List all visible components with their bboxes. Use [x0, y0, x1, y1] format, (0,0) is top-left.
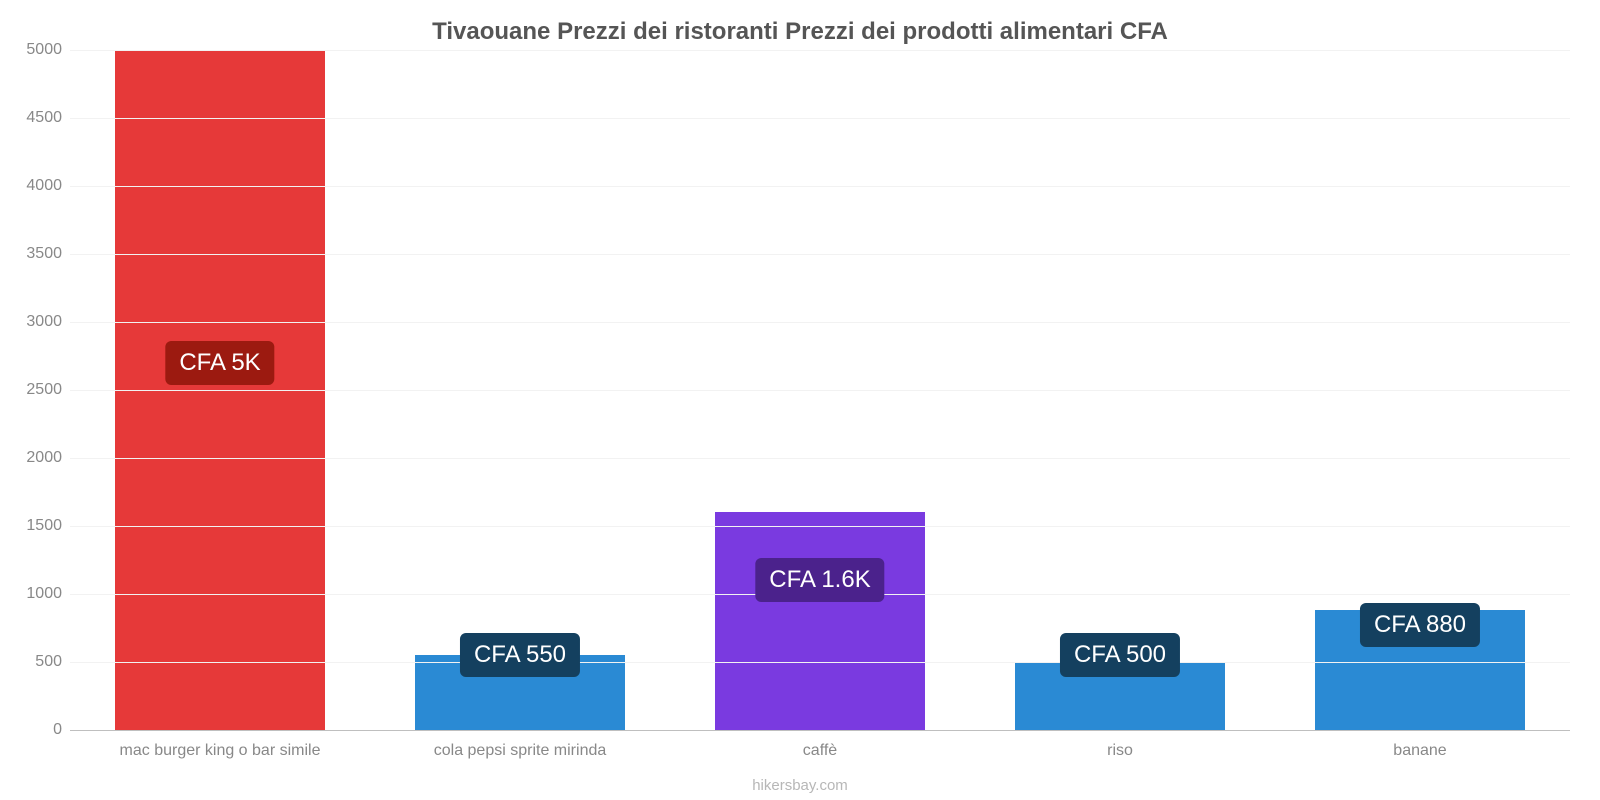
bar	[715, 512, 925, 730]
grid-line	[70, 458, 1570, 459]
x-tick-label: banane	[1270, 742, 1570, 760]
y-tick-label: 1000	[4, 585, 62, 603]
grid-line	[70, 730, 1570, 731]
grid-line	[70, 254, 1570, 255]
y-tick-label: 3500	[4, 245, 62, 263]
grid-line	[70, 118, 1570, 119]
chart-container: Tivaouane Prezzi dei ristoranti Prezzi d…	[0, 0, 1600, 800]
x-tick-label: mac burger king o bar simile	[70, 742, 370, 760]
x-tick-label: cola pepsi sprite mirinda	[370, 742, 670, 760]
y-tick-label: 0	[4, 721, 62, 739]
value-badge: CFA 880	[1360, 603, 1480, 647]
grid-line	[70, 186, 1570, 187]
plot-area: 0500100015002000250030003500400045005000…	[70, 50, 1570, 730]
x-tick-label: riso	[970, 742, 1270, 760]
chart-title: Tivaouane Prezzi dei ristoranti Prezzi d…	[0, 18, 1600, 46]
y-tick-label: 5000	[4, 41, 62, 59]
value-badge: CFA 1.6K	[755, 558, 884, 602]
y-tick-label: 4500	[4, 109, 62, 127]
value-badge: CFA 5K	[165, 341, 274, 385]
grid-line	[70, 50, 1570, 51]
y-tick-label: 4000	[4, 177, 62, 195]
y-tick-label: 1500	[4, 517, 62, 535]
y-tick-label: 3000	[4, 313, 62, 331]
y-tick-label: 500	[4, 653, 62, 671]
grid-line	[70, 390, 1570, 391]
x-tick-label: caffè	[670, 742, 970, 760]
value-badge: CFA 500	[1060, 633, 1180, 677]
grid-line	[70, 662, 1570, 663]
y-tick-label: 2000	[4, 449, 62, 467]
value-badge: CFA 550	[460, 633, 580, 677]
credit-text: hikersbay.com	[0, 777, 1600, 794]
y-tick-label: 2500	[4, 381, 62, 399]
grid-line	[70, 526, 1570, 527]
grid-line	[70, 322, 1570, 323]
